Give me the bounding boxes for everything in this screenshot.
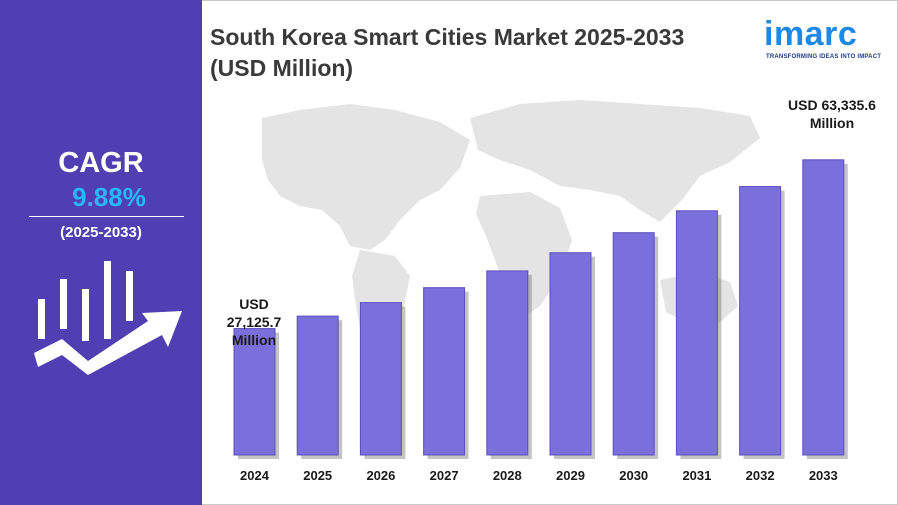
bar-2026: [359, 302, 402, 456]
cagr-divider: [29, 216, 184, 217]
annotation-first-unit: Million: [231, 332, 277, 348]
annotation-first-value: 27,125.7: [226, 314, 282, 330]
bar-2028: [486, 270, 529, 456]
x-tick-labels: 2024 2025 2026 2027 2028 2029 2030 2031 2032 2033: [240, 468, 838, 483]
x-tick-label-2027: 2027: [430, 468, 459, 483]
cagr-label: CAGR: [58, 147, 144, 179]
annotation-last-unit: Million: [809, 115, 855, 131]
imarc-logo: imarc TRANSFORMING IDEAS INTO IMPACT: [764, 14, 888, 64]
x-tick-label-2030: 2030: [619, 468, 648, 483]
x-tick-label-2024: 2024: [240, 468, 270, 483]
bars: [233, 159, 848, 460]
annotation-first-currency: USD: [239, 296, 269, 312]
bar-2033: [802, 159, 845, 456]
cagr-sidebar: CAGR 9.88% (2025-2033): [0, 0, 202, 505]
cagr-period: (2025-2033): [60, 224, 142, 241]
cagr-value: 9.88%: [72, 182, 146, 212]
bar-2024: [233, 328, 276, 456]
bar-2027: [423, 287, 466, 456]
bar-2029: [549, 252, 592, 456]
logo-wordmark: imarc: [764, 15, 858, 53]
bar-2031: [675, 210, 718, 456]
bar-2032: [739, 186, 782, 456]
annotation-first-bar: USD 27,125.7 Million: [214, 295, 294, 349]
annotation-last-value: USD 63,335.6: [788, 97, 876, 113]
x-tick-label-2029: 2029: [556, 468, 585, 483]
growth-chart-icon: [34, 261, 182, 375]
x-tick-label-2026: 2026: [366, 468, 395, 483]
annotation-last-bar: USD 63,335.6 Million: [770, 96, 894, 132]
x-tick-label-2025: 2025: [303, 468, 332, 483]
chart-title: South Korea Smart Cities Market 2025-203…: [210, 24, 685, 81]
logo-tagline: TRANSFORMING IDEAS INTO IMPACT: [766, 54, 882, 60]
bar-2030: [612, 232, 655, 456]
x-tick-label-2033: 2033: [809, 468, 838, 483]
x-tick-label-2032: 2032: [746, 468, 775, 483]
bar-2025: [296, 315, 339, 456]
x-tick-label-2028: 2028: [493, 468, 522, 483]
x-tick-label-2031: 2031: [682, 468, 711, 483]
